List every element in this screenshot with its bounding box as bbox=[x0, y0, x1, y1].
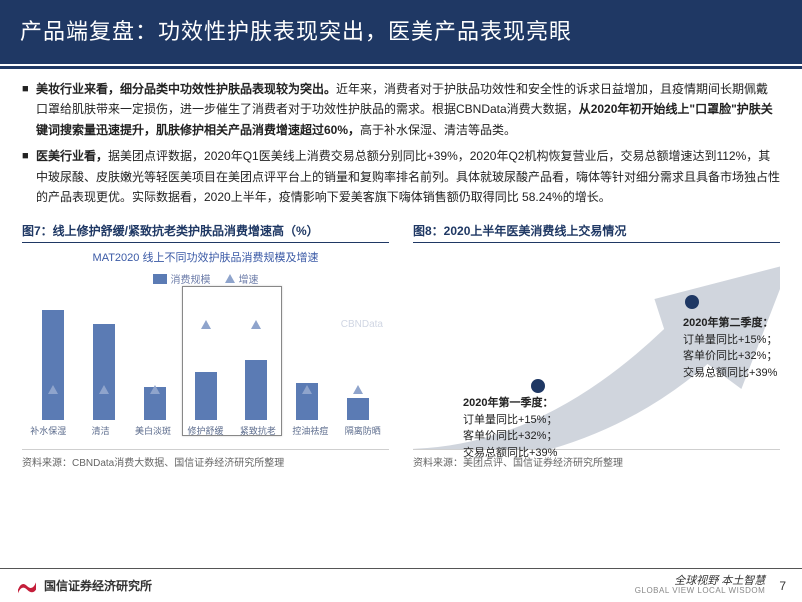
p1-rest-b: 高于补水保湿、清洁等品类。 bbox=[360, 123, 516, 137]
xlabel: 补水保湿 bbox=[22, 424, 74, 437]
chart8-title: 图8：2020上半年医美消费线上交易情况 bbox=[413, 219, 780, 243]
chart7-xlabels: 补水保湿清洁美白淡斑修护舒缓紧致抗老控油祛痘隔离防晒 bbox=[22, 424, 389, 437]
xlabel: 修护舒缓 bbox=[179, 424, 231, 437]
q2-l2: 客单价同比+32%； bbox=[683, 348, 777, 365]
bullet-icon: ■ bbox=[22, 146, 36, 213]
q1-title: 2020年第一季度： bbox=[463, 395, 557, 412]
charts-row: 图7：线上修护舒缓/紧致抗老类护肤品消费增速高（%） MAT2020 线上不同功… bbox=[0, 219, 802, 449]
q1-l3: 交易总额同比+39% bbox=[463, 445, 557, 462]
footer-slogan-en: GLOBAL VIEW LOCAL WISDOM bbox=[635, 587, 766, 596]
guosen-logo-icon bbox=[16, 577, 38, 595]
bar bbox=[93, 324, 115, 421]
legend-tri: 增速 bbox=[225, 271, 259, 286]
growth-marker bbox=[48, 385, 58, 394]
chart8-area: 2020年第一季度： 订单量同比+15%； 客单价同比+32%； 交易总额同比+… bbox=[413, 249, 780, 449]
chart8-q2-text: 2020年第二季度： 订单量同比+15%； 客单价同比+32%； 交易总额同比+… bbox=[683, 315, 777, 381]
bar-group bbox=[231, 360, 282, 421]
chart7-source: 资料来源：CBNData消费大数据、国信证券经济研究所整理 bbox=[22, 458, 284, 469]
bar-group bbox=[332, 398, 383, 420]
xlabel: 紧致抗老 bbox=[232, 424, 284, 437]
slide-title: 产品端复盘：功效性护肤表现突出，医美产品表现亮眼 bbox=[20, 14, 782, 46]
growth-marker bbox=[302, 385, 312, 394]
bar-group bbox=[282, 383, 333, 420]
p2-rest: 据美团点评数据，2020年Q1医美线上消费交易总额分别同比+39%，2020年Q… bbox=[36, 149, 780, 204]
q2-title: 2020年第二季度： bbox=[683, 315, 777, 332]
bar bbox=[347, 398, 369, 420]
paragraph-2: 医美行业看，据美团点评数据，2020年Q1医美线上消费交易总额分别同比+39%，… bbox=[36, 146, 780, 213]
chart8-q1-text: 2020年第一季度： 订单量同比+15%； 客单价同比+32%； 交易总额同比+… bbox=[463, 395, 557, 461]
legend-bar: 消费规模 bbox=[153, 271, 211, 286]
body-text-block: ■ 美妆行业来看，细分品类中功效性护肤品表现较为突出。近年来，消费者对于护肤品功… bbox=[0, 69, 802, 219]
footer-right: 全球视野 本土智慧 GLOBAL VIEW LOCAL WISDOM bbox=[635, 575, 766, 596]
page-number: 7 bbox=[779, 579, 786, 593]
footer-org: 国信证券经济研究所 bbox=[44, 577, 152, 594]
bar bbox=[245, 360, 267, 421]
xlabel: 美白淡斑 bbox=[127, 424, 179, 437]
bar bbox=[42, 310, 64, 420]
q2-l1: 订单量同比+15%； bbox=[683, 332, 777, 349]
chart7-column: 图7：线上修护舒缓/紧致抗老类护肤品消费增速高（%） MAT2020 线上不同功… bbox=[22, 219, 389, 449]
xlabel: 控油祛痘 bbox=[284, 424, 336, 437]
chart7-inner-title: MAT2020 线上不同功效护肤品消费规模及增速 bbox=[22, 249, 389, 265]
bar-group bbox=[180, 372, 231, 420]
footer: 国信证券经济研究所 全球视野 本土智慧 GLOBAL VIEW LOCAL WI… bbox=[0, 568, 802, 602]
chart8-column: 图8：2020上半年医美消费线上交易情况 2020年第一季度： 订单量同比+15… bbox=[413, 219, 780, 449]
growth-marker bbox=[251, 320, 261, 329]
p1-lead: 美妆行业来看，细分品类中功效性护肤品表现较为突出。 bbox=[36, 82, 336, 96]
footer-logo: 国信证券经济研究所 bbox=[16, 577, 152, 595]
p2-lead: 医美行业看， bbox=[36, 149, 108, 163]
bar bbox=[195, 372, 217, 420]
growth-marker bbox=[201, 320, 211, 329]
slide-header: 产品端复盘：功效性护肤表现突出，医美产品表现亮眼 bbox=[0, 0, 802, 64]
q2-l3: 交易总额同比+39% bbox=[683, 365, 777, 382]
growth-marker bbox=[353, 385, 363, 394]
bar-group bbox=[28, 310, 79, 420]
chart7-area: MAT2020 线上不同功效护肤品消费规模及增速 消费规模 增速 CBNData… bbox=[22, 249, 389, 449]
xlabel: 隔离防晒 bbox=[337, 424, 389, 437]
chart7-bars bbox=[22, 290, 389, 420]
growth-marker bbox=[150, 385, 160, 394]
bullet-icon: ■ bbox=[22, 79, 36, 146]
xlabel: 清洁 bbox=[74, 424, 126, 437]
growth-marker bbox=[99, 385, 109, 394]
q1-l1: 订单量同比+15%； bbox=[463, 412, 557, 429]
paragraph-1: 美妆行业来看，细分品类中功效性护肤品表现较为突出。近年来，消费者对于护肤品功效性… bbox=[36, 79, 780, 146]
bar-group bbox=[129, 387, 180, 420]
chart7-title: 图7：线上修护舒缓/紧致抗老类护肤品消费增速高（%） bbox=[22, 219, 389, 243]
q1-l2: 客单价同比+32%； bbox=[463, 428, 557, 445]
bar-group bbox=[79, 324, 130, 421]
chart7-legend: 消费规模 增速 bbox=[22, 271, 389, 286]
